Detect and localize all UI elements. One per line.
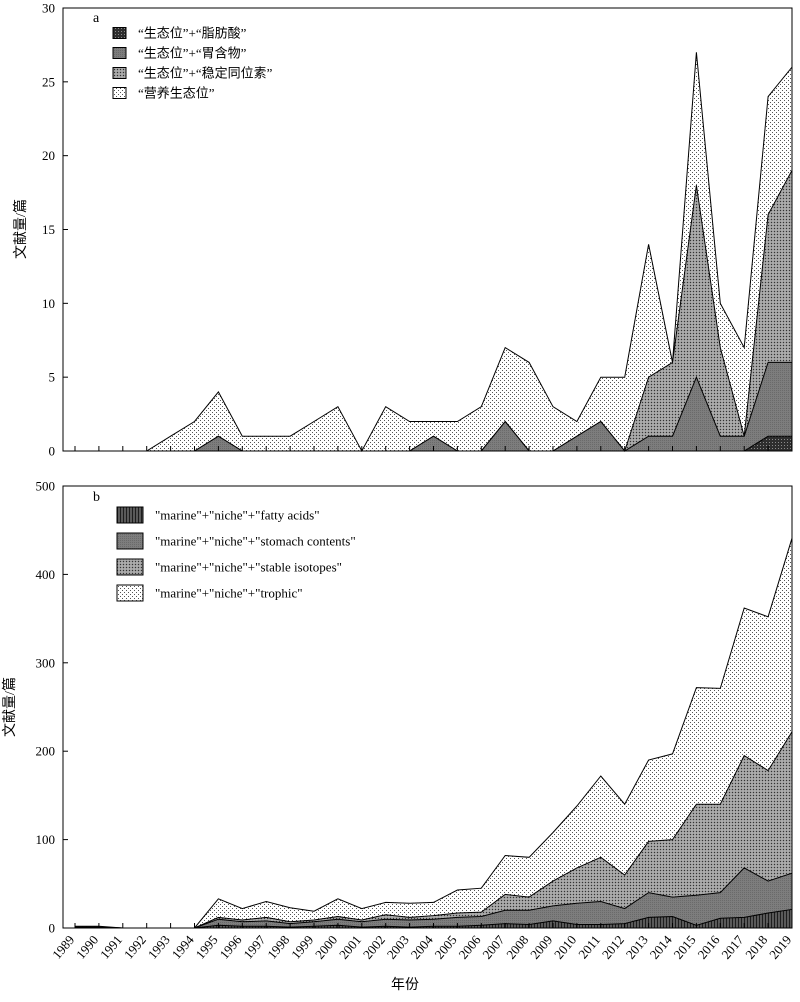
x-tick-label: 2014 [647, 932, 676, 962]
x-tick-label: 1989 [49, 932, 77, 962]
x-tick-label: 2005 [431, 932, 459, 962]
x-tick-label: 1990 [73, 932, 101, 962]
panel-b-legend-swatch [116, 584, 144, 602]
panel-b-y-tick-label: 200 [36, 744, 56, 759]
x-tick-label: 2003 [384, 932, 412, 962]
x-tick-label: 2016 [694, 932, 723, 962]
x-tick-label: 2007 [479, 932, 508, 962]
x-axis-title: 年份 [391, 977, 419, 993]
panel-a-legend-label: “营养生态位” [138, 86, 215, 101]
panel-b-y-tick-label: 300 [36, 655, 56, 670]
panel-b-y-tick-label: 0 [49, 921, 56, 936]
panel-a-legend-label: “生态位”+“胃含物” [138, 46, 247, 61]
x-tick-label: 2013 [623, 932, 651, 962]
panel-b-y-tick-label: 100 [36, 832, 56, 847]
x-tick-label: 2011 [575, 932, 603, 961]
x-tick-label: 2009 [527, 932, 555, 962]
panel-a-y-tick-label: 25 [42, 74, 55, 89]
panel-a-legend: “生态位”+“脂肪酸” “生态位”+“胃含物” “生态位”+“稳定同位素” “营养生态… [112, 26, 273, 101]
x-tick-label: 2019 [766, 932, 794, 962]
x-tick-label: 2017 [718, 932, 747, 962]
panel-b-y-tick-label: 400 [36, 567, 56, 582]
x-tick-label: 1994 [169, 932, 198, 962]
x-tick-label: 2015 [670, 932, 698, 962]
panel-a-y-tick-label: 15 [42, 222, 55, 237]
panel-a-y-axis: 0 5 10 15 20 25 30 [42, 1, 68, 459]
x-tick-label: 1991 [97, 932, 125, 962]
x-tick-label: 2008 [503, 932, 531, 962]
x-tick-label: 1997 [240, 932, 269, 962]
panel-a-legend-swatch [112, 27, 127, 39]
panel-a-y-tick-label: 10 [42, 296, 55, 311]
panel-b-legend-swatch [116, 558, 144, 576]
x-tick-label: 2000 [312, 932, 340, 962]
x-tick-label: 2012 [599, 932, 627, 962]
panel-b-legend-swatch [116, 532, 144, 550]
panel-b-legend-label: "marine"+"niche"+"stable isotopes" [155, 560, 342, 575]
panel-a-letter: a [93, 11, 100, 26]
panel-a-areas [75, 52, 793, 453]
panel-b-legend-label: "marine"+"niche"+"fatty acids" [155, 508, 320, 523]
panel-a-y-tick-label: 20 [42, 148, 55, 163]
panel-a-y-tick-label: 5 [49, 370, 56, 385]
panel-b-legend-label: "marine"+"niche"+"stomach contents" [155, 534, 356, 549]
x-tick-label: 1992 [121, 932, 149, 962]
panel-a-legend-swatch [112, 47, 127, 59]
panel-a-y-tick-label: 0 [49, 444, 56, 459]
x-tick-label: 2004 [408, 932, 437, 962]
panel-a-legend-swatch [112, 87, 127, 99]
x-tick-label: 1999 [288, 932, 316, 962]
x-tick-label: 1996 [216, 932, 245, 962]
panel-a: 0 5 10 15 20 25 30 a 文献量/篇 “生态位”+“脂肪酸” “生态位”+“胃… [13, 1, 793, 459]
panel-a-legend-swatch [112, 67, 127, 79]
panel-a-legend-label: “生态位”+“稳定同位素” [138, 66, 273, 81]
panel-a-y-tick-label: 30 [42, 1, 55, 16]
panel-b-legend: "marine"+"niche"+"fatty acids" "marine"+"… [116, 506, 356, 602]
panel-b-frame [62, 485, 793, 929]
panel-a-y-axis-title: 文献量/篇 [13, 199, 29, 259]
panel-b-legend-label: "marine"+"niche"+"trophic" [155, 586, 303, 601]
panel-b-letter: b [93, 490, 100, 505]
x-tick-label: 2010 [551, 932, 579, 962]
panel-b-y-axis: 0 100 200 300 400 500 [36, 479, 68, 936]
panel-b-y-tick-label: 500 [36, 479, 56, 494]
x-tick-label: 1995 [192, 932, 220, 962]
x-tick-label: 1998 [264, 932, 292, 962]
x-tick-label: 2018 [742, 932, 770, 962]
x-tick-label: 1993 [145, 932, 173, 962]
panel-a-legend-label: “生态位”+“脂肪酸” [138, 26, 247, 41]
panel-b-y-axis-title: 文献量/篇 [2, 677, 18, 737]
x-tick-label: 2002 [360, 932, 388, 962]
panel-b: 0 100 200 300 400 500 b 文献量/篇 "marine"+"niche… [2, 479, 793, 936]
panel-b-legend-swatch [116, 506, 144, 524]
x-tick-label: 2001 [336, 932, 364, 962]
x-tick-label: 2006 [455, 932, 484, 962]
